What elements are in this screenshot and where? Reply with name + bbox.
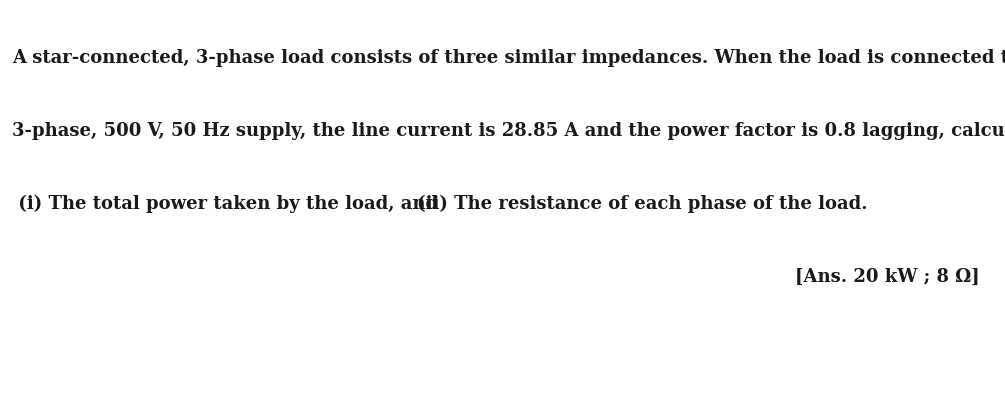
Text: 3-phase, 500 V, 50 Hz supply, the line current is 28.85 A and the power factor i: 3-phase, 500 V, 50 Hz supply, the line c… xyxy=(12,122,1005,139)
Text: (i) The total power taken by the load, and: (i) The total power taken by the load, a… xyxy=(12,194,438,213)
Text: A star-connected, 3-phase load consists of three similar impedances. When the lo: A star-connected, 3-phase load consists … xyxy=(12,49,1005,66)
Text: [Ans. 20 kW ; 8 Ω]: [Ans. 20 kW ; 8 Ω] xyxy=(795,267,980,285)
Text: (ii) The resistance of each phase of the load.: (ii) The resistance of each phase of the… xyxy=(417,194,867,213)
